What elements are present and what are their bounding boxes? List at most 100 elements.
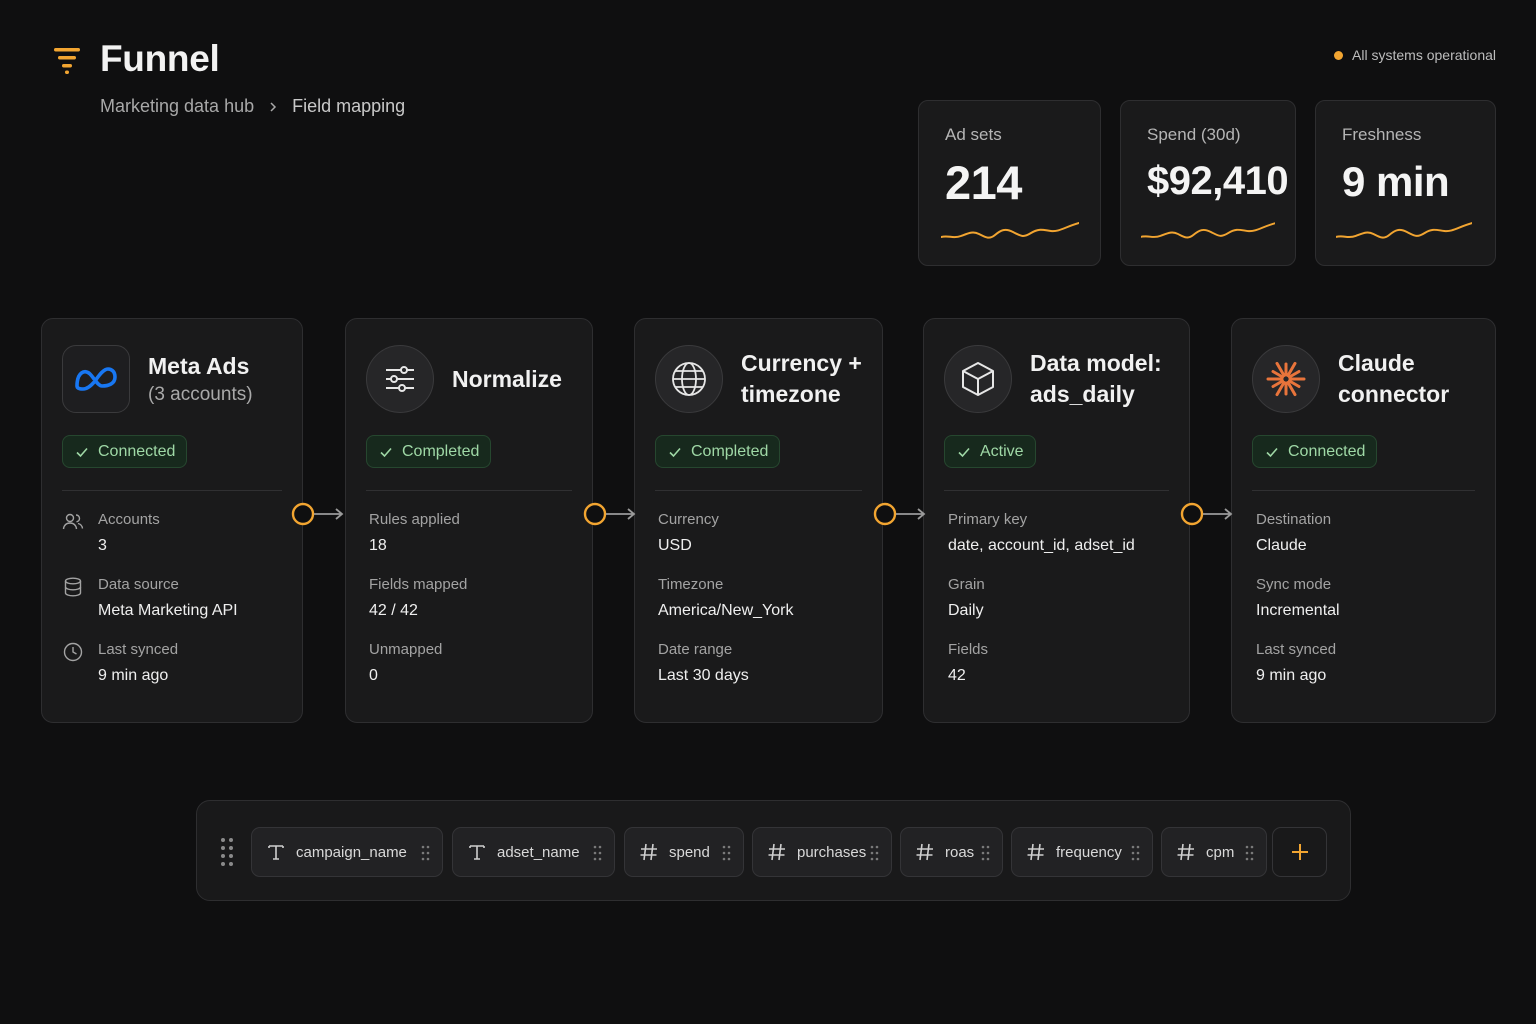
stat-card-freshness: Freshness 9 min — [1315, 100, 1496, 266]
info-row-timezone: Timezone America/New_York — [658, 576, 862, 620]
breadcrumb-item-hub[interactable]: Marketing data hub — [100, 96, 255, 116]
pipeline-card-claude-connector[interactable]: Claude connector Connected Destination C… — [1231, 318, 1496, 723]
field-chip-bar: campaign_name adset_name spend purchases… — [196, 800, 1351, 901]
pipeline-card-normalize[interactable]: Normalize Completed Rules applied 18 Fie… — [345, 318, 593, 723]
status-badge: Completed — [655, 435, 781, 468]
status-badge: Completed — [366, 435, 492, 468]
divider — [1252, 490, 1475, 491]
field-chip-purchases[interactable]: purchases — [752, 827, 892, 877]
row-value: Meta Marketing API — [98, 602, 238, 619]
field-name: frequency — [1056, 843, 1122, 861]
card-title-line2: ads_daily — [1030, 381, 1135, 407]
drag-handle-icon[interactable] — [870, 845, 879, 861]
stat-label: Freshness — [1342, 125, 1422, 144]
status-badge: Connected — [1252, 435, 1378, 468]
users-icon — [62, 513, 84, 530]
row-value: date, account_id, adset_id — [948, 537, 1135, 554]
pipeline-card-data-model[interactable]: Data model: ads_daily Active Primary key… — [923, 318, 1190, 723]
field-chip-spend[interactable]: spend — [624, 827, 744, 877]
check-icon — [669, 447, 681, 457]
card-title-line2: connector — [1338, 381, 1450, 407]
row-label: Last synced — [98, 641, 179, 658]
info-row-data-source: Data source Meta Marketing API — [62, 576, 282, 620]
row-label: Sync mode — [1256, 576, 1332, 593]
row-label: Unmapped — [369, 641, 443, 658]
connector-arrow-icon — [583, 502, 636, 526]
row-value: Claude — [1256, 537, 1307, 554]
row-label: Rules applied — [369, 511, 460, 528]
text-type-icon — [268, 845, 284, 860]
field-chip-adset-name[interactable]: adset_name — [452, 827, 615, 877]
sparkline-icon — [1336, 222, 1472, 239]
breadcrumb-item-current: Field mapping — [292, 96, 406, 116]
info-row-last-synced: Last synced 9 min ago — [62, 641, 282, 685]
check-icon — [958, 447, 970, 457]
row-label: Timezone — [658, 576, 724, 593]
row-label: Fields — [948, 641, 989, 658]
card-title: Normalize — [452, 365, 562, 392]
field-name: roas — [945, 843, 975, 861]
drag-handle-icon[interactable] — [1245, 845, 1254, 861]
pipeline-card-meta-ads[interactable]: Meta Ads (3 accounts) Connected Accounts… — [41, 318, 303, 723]
clock-icon — [63, 642, 83, 662]
drag-handle-icon[interactable] — [421, 845, 430, 861]
meta-logo-icon — [62, 345, 130, 413]
check-icon — [76, 447, 88, 457]
status-badge-label: Connected — [98, 442, 176, 460]
row-label: Grain — [948, 576, 985, 593]
card-subtitle: (3 accounts) — [148, 383, 253, 405]
row-value: Last 30 days — [658, 667, 749, 684]
number-type-icon — [1177, 843, 1194, 861]
info-row-destination: Destination Claude — [1256, 511, 1475, 555]
drag-handle-icon[interactable] — [593, 845, 602, 861]
info-row-unmapped: Unmapped 0 — [369, 641, 572, 685]
breadcrumb: Marketing data hub Field mapping — [100, 96, 405, 117]
status-badge: Active — [944, 435, 1036, 468]
sparkline-icon — [941, 222, 1079, 239]
card-title: Claude — [1338, 350, 1415, 376]
stat-value: 214 — [945, 156, 1022, 209]
row-label: Currency — [658, 511, 719, 528]
drag-handle-icon[interactable] — [1131, 845, 1140, 861]
app-title: Funnel — [100, 38, 220, 79]
card-title: Data model: — [1030, 350, 1162, 376]
text-type-icon — [469, 845, 485, 860]
add-field-button[interactable] — [1272, 827, 1327, 877]
row-value: 42 / 42 — [369, 602, 418, 619]
chevron-right-icon — [270, 101, 277, 112]
divider — [655, 490, 862, 491]
status-badge-label: Completed — [691, 442, 769, 460]
row-value: 42 — [948, 667, 966, 684]
row-value: 9 min ago — [98, 667, 169, 684]
row-value: 3 — [98, 537, 107, 554]
drag-handle-icon[interactable] — [219, 837, 235, 867]
row-value: 9 min ago — [1256, 667, 1327, 684]
field-name: adset_name — [497, 843, 580, 861]
field-name: cpm — [1206, 843, 1235, 861]
field-chip-roas[interactable]: roas — [900, 827, 1003, 877]
field-name: campaign_name — [296, 843, 407, 861]
number-type-icon — [640, 843, 657, 861]
info-row-sync-mode: Sync mode Incremental — [1256, 576, 1475, 620]
card-title: Currency + — [741, 350, 862, 376]
sliders-icon — [366, 345, 434, 413]
stat-value: 9 min — [1342, 158, 1450, 205]
field-chip-frequency[interactable]: frequency — [1011, 827, 1153, 877]
globe-icon — [655, 345, 723, 413]
pipeline-card-currency-timezone[interactable]: Currency + timezone Completed Currency U… — [634, 318, 883, 723]
number-type-icon — [768, 843, 785, 861]
drag-handle-icon[interactable] — [722, 845, 731, 861]
status-dot-icon — [1334, 50, 1344, 60]
card-title-line2: timezone — [741, 381, 841, 407]
field-name: spend — [669, 843, 710, 861]
field-chip-campaign-name[interactable]: campaign_name — [251, 827, 443, 877]
field-name: purchases — [797, 843, 867, 861]
divider — [62, 490, 282, 491]
divider — [366, 490, 572, 491]
field-chip-cpm[interactable]: cpm — [1161, 827, 1267, 877]
drag-handle-icon[interactable] — [981, 845, 990, 861]
number-type-icon — [1027, 843, 1044, 861]
row-value: Daily — [948, 602, 984, 619]
row-value: America/New_York — [658, 602, 794, 619]
row-label: Data source — [98, 576, 179, 593]
